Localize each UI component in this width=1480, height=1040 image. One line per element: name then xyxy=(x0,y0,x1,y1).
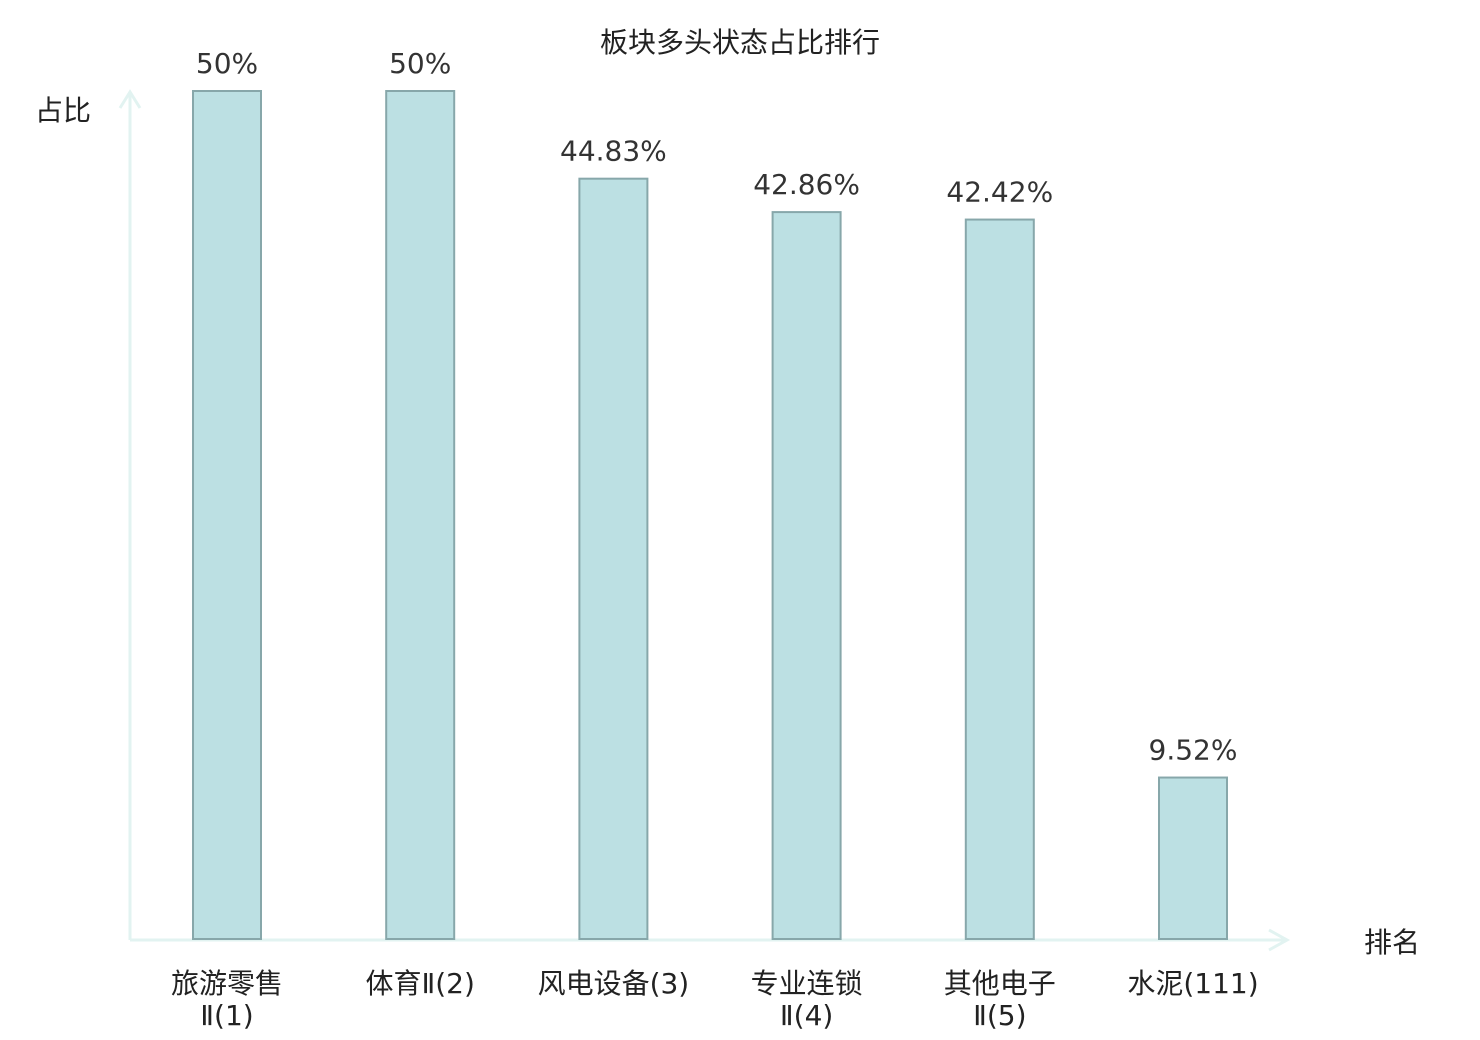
bar-series xyxy=(192,90,1228,940)
bar xyxy=(385,90,456,940)
data-label: 50% xyxy=(389,47,451,80)
y-axis xyxy=(118,89,142,940)
data-label: 42.86% xyxy=(753,168,860,201)
bar xyxy=(192,90,262,940)
y-axis-label: 占比 xyxy=(35,94,91,127)
data-label: 42.42% xyxy=(946,176,1053,209)
chart-title: 板块多头状态占比排行 xyxy=(600,26,880,59)
tick-label: 专业连锁 xyxy=(751,967,863,1000)
tick-label: 其他电子 xyxy=(944,967,1056,1000)
x-axis-label: 排名 xyxy=(1364,926,1420,959)
x-axis xyxy=(130,928,1291,952)
data-label: 50% xyxy=(196,47,258,80)
data-labels: 50% 50% 44.83% 42.86% 42.42% 9.52% xyxy=(196,47,1238,767)
tick-label: Ⅱ(4) xyxy=(780,999,833,1032)
bar xyxy=(964,218,1035,940)
tick-label: Ⅱ(5) xyxy=(973,999,1026,1032)
tick-label: 水泥(111) xyxy=(1127,967,1258,1000)
tick-label: 旅游零售 xyxy=(171,967,283,1000)
bar xyxy=(578,177,649,940)
tick-label: 风电设备(3) xyxy=(538,967,690,1000)
bar xyxy=(771,211,842,940)
data-label: 44.83% xyxy=(560,135,667,168)
tick-label: Ⅱ(1) xyxy=(200,999,253,1032)
tick-label: 体育Ⅱ(2) xyxy=(365,967,474,1000)
data-label: 9.52% xyxy=(1149,734,1238,767)
bar xyxy=(1158,776,1228,940)
